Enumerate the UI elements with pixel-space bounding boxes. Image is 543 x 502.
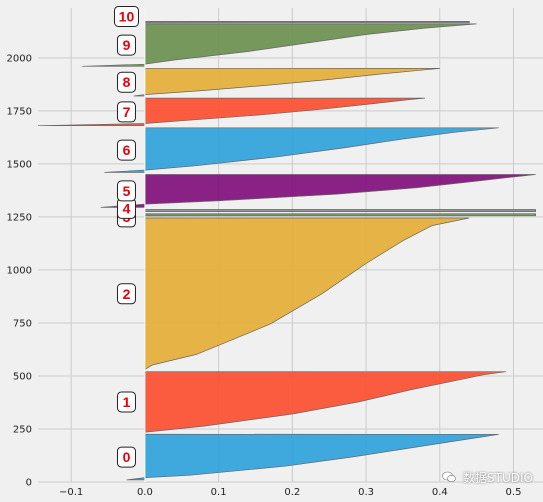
cluster-6-label-box bbox=[116, 139, 136, 161]
x-tick-labels: −0.1 0.0 0.1 0.2 0.3 0.4 0.5 bbox=[59, 487, 521, 498]
cluster-8-label-box bbox=[116, 71, 136, 93]
x-tick-label: 0.5 bbox=[506, 487, 522, 498]
cluster-2-area bbox=[144, 217, 470, 371]
y-tick-label: 1750 bbox=[7, 106, 32, 117]
watermark: 数据STUDIO bbox=[442, 469, 533, 486]
y-tick-label: 0 bbox=[26, 478, 32, 489]
cluster-6-area bbox=[104, 127, 499, 173]
cluster-7-area bbox=[37, 97, 426, 127]
cluster-8-label: 8 bbox=[123, 74, 131, 90]
cluster-labels: 012345678910 bbox=[113, 5, 139, 468]
watermark-text: 数据STUDIO bbox=[463, 471, 533, 485]
cluster-5-label-box bbox=[116, 180, 136, 202]
x-tick-label: 0.0 bbox=[137, 487, 153, 498]
cluster-1-area bbox=[144, 371, 507, 433]
cluster-0-label: 0 bbox=[123, 449, 131, 465]
cluster-1-label-box bbox=[116, 391, 136, 413]
cluster-5-label: 5 bbox=[123, 183, 131, 199]
cluster-areas bbox=[37, 21, 536, 481]
y-tick-label: 1500 bbox=[7, 159, 32, 170]
cluster-7-label-box bbox=[116, 101, 136, 123]
cluster-0-label-box bbox=[116, 446, 136, 468]
y-tick-label: 750 bbox=[13, 318, 32, 329]
cluster-10-area bbox=[144, 21, 470, 24]
cluster-2-label: 2 bbox=[123, 286, 131, 302]
cluster-9-area bbox=[82, 23, 477, 67]
cluster-9-label-box bbox=[116, 34, 136, 56]
cluster-10-label-box bbox=[113, 5, 139, 27]
wechat-icon bbox=[442, 471, 457, 483]
cluster-7-label: 7 bbox=[123, 104, 131, 120]
x-tick-label: −0.1 bbox=[59, 487, 83, 498]
y-tick-label: 250 bbox=[13, 424, 32, 435]
y-tick-labels: 0 250 500 750 1000 1250 1500 1750 2000 bbox=[7, 53, 32, 488]
cluster-8-area bbox=[133, 68, 440, 97]
cluster-10-label: 10 bbox=[119, 8, 135, 24]
cluster-4-label: 4 bbox=[123, 200, 131, 216]
y-tick-label: 1000 bbox=[7, 265, 32, 276]
y-tick-label: 500 bbox=[13, 371, 32, 382]
cluster-4-area bbox=[144, 209, 536, 212]
cluster-3-area bbox=[144, 213, 536, 217]
cluster-1-label: 1 bbox=[123, 394, 131, 410]
cluster-0-area bbox=[126, 433, 499, 481]
cluster-2-label-box bbox=[116, 283, 136, 305]
x-tick-label: 0.4 bbox=[432, 487, 448, 498]
cluster-6-label: 6 bbox=[123, 142, 131, 158]
x-tick-label: 0.2 bbox=[284, 487, 300, 498]
y-tick-label: 1250 bbox=[7, 212, 32, 223]
cluster-9-label: 9 bbox=[123, 37, 131, 53]
x-tick-label: 0.1 bbox=[211, 487, 227, 498]
x-tick-label: 0.3 bbox=[358, 487, 374, 498]
y-tick-label: 2000 bbox=[7, 53, 32, 64]
